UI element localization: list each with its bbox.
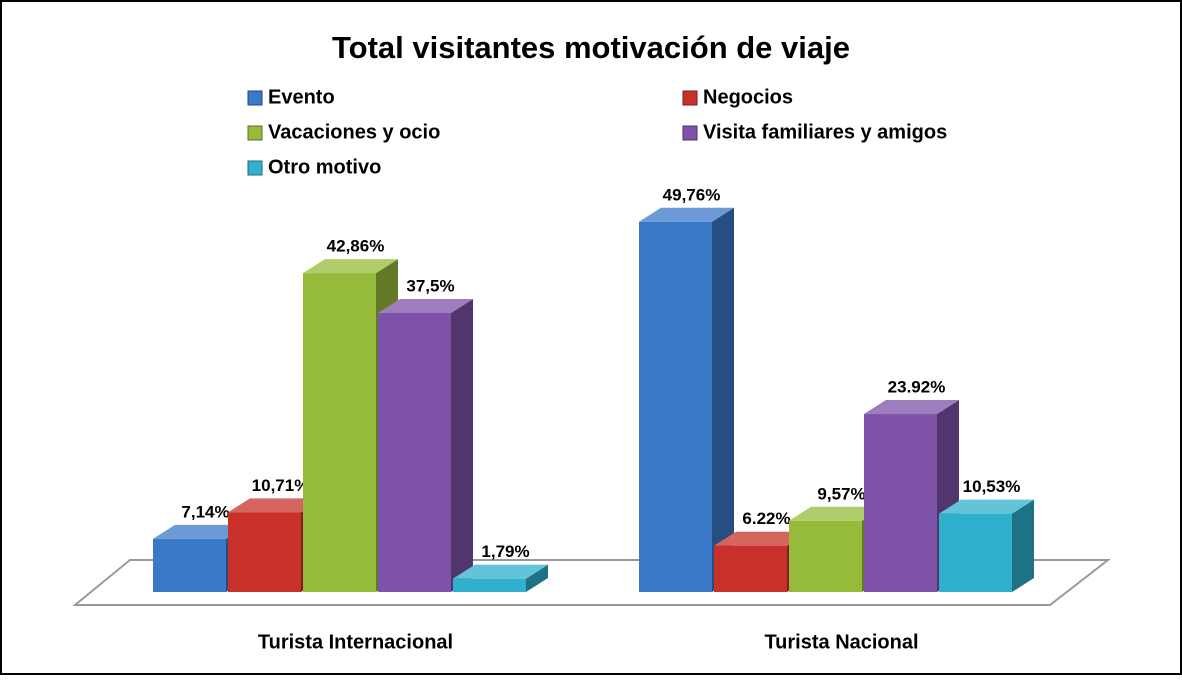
- bar-top: [153, 524, 248, 539]
- bar: [939, 513, 1012, 592]
- data-label: 6.22%: [742, 509, 790, 528]
- legend-swatch: [247, 160, 263, 176]
- bar: [639, 221, 712, 593]
- legend-label: Evento: [268, 86, 335, 108]
- bar-top: [453, 564, 548, 579]
- bar: [228, 512, 301, 592]
- bar-top: [714, 531, 809, 546]
- bar-side: [712, 207, 734, 593]
- bar-top: [789, 506, 884, 521]
- bar-top: [639, 207, 734, 222]
- bar: [453, 578, 526, 592]
- bar: [153, 538, 226, 592]
- bar: [714, 545, 787, 592]
- data-label: 7,14%: [181, 502, 229, 521]
- data-label: 23.92%: [888, 378, 946, 397]
- bar-side: [1012, 499, 1034, 592]
- legend-label: Otro motivo: [268, 156, 381, 178]
- data-label: 49,76%: [663, 185, 721, 204]
- bar: [864, 414, 937, 592]
- legend-label: Vacaciones y ocio: [268, 121, 440, 143]
- x-tick-label: Turista Internacional: [258, 631, 453, 653]
- x-tick-label: Turista Nacional: [764, 631, 918, 653]
- legend-swatch: [247, 90, 263, 106]
- bar-side: [451, 299, 473, 592]
- bar-side: [526, 564, 548, 592]
- legend-swatch: [247, 125, 263, 141]
- data-label: 9,57%: [817, 484, 865, 503]
- bar: [303, 273, 376, 592]
- bar: [789, 520, 862, 592]
- legend-label: Visita familiares y amigos: [703, 121, 947, 143]
- bar-top: [378, 299, 473, 313]
- bar: [378, 313, 451, 592]
- data-label: 10,53%: [963, 477, 1021, 496]
- data-label: 42,86%: [327, 237, 385, 256]
- legend-label: Negocios: [703, 86, 793, 108]
- bar-top: [864, 400, 959, 415]
- bar-top: [303, 259, 398, 274]
- chart-title: Total visitantes motivación de viaje: [332, 30, 850, 65]
- data-label: 37,5%: [406, 276, 454, 295]
- legend-swatch: [682, 125, 698, 141]
- legend-swatch: [682, 90, 698, 106]
- bar-top: [939, 499, 1034, 514]
- data-label: 1,79%: [481, 542, 529, 561]
- bar-top: [228, 498, 323, 513]
- data-label: 10,71%: [252, 476, 310, 495]
